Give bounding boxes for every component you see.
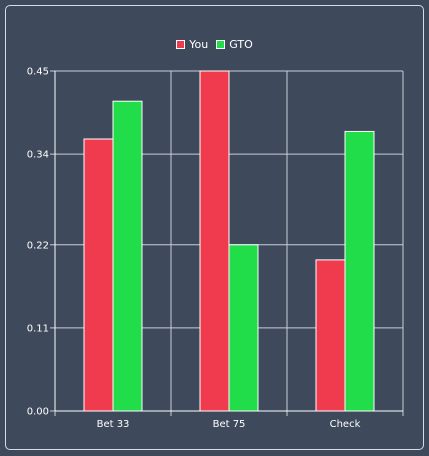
legend-swatch-you	[176, 40, 186, 49]
bar-you-check	[315, 259, 346, 412]
x-tick-label: Check	[330, 419, 361, 430]
legend-swatch-gto	[216, 40, 226, 49]
chart-legend: You GTO	[0, 38, 429, 51]
y-tick-label: 0.00	[27, 407, 49, 418]
legend-label-gto: GTO	[229, 38, 253, 51]
bar-gto-bet-33	[112, 100, 143, 412]
legend-label-you: You	[189, 38, 209, 51]
bar-you-bet-75	[199, 70, 230, 412]
y-tick-label: 0.45	[27, 67, 49, 78]
y-tick-label: 0.34	[27, 150, 49, 161]
x-tick-label: Bet 33	[97, 419, 130, 430]
y-tick-label: 0.11	[27, 323, 49, 334]
y-tick-label: 0.22	[27, 240, 49, 251]
bar-gto-check	[344, 130, 375, 412]
bar-gto-bet-75	[228, 244, 259, 412]
legend-item-you: You	[176, 38, 208, 51]
legend-item-gto: GTO	[216, 38, 253, 51]
x-tick-label: Bet 75	[213, 419, 246, 430]
bar-you-bet-33	[83, 138, 114, 412]
